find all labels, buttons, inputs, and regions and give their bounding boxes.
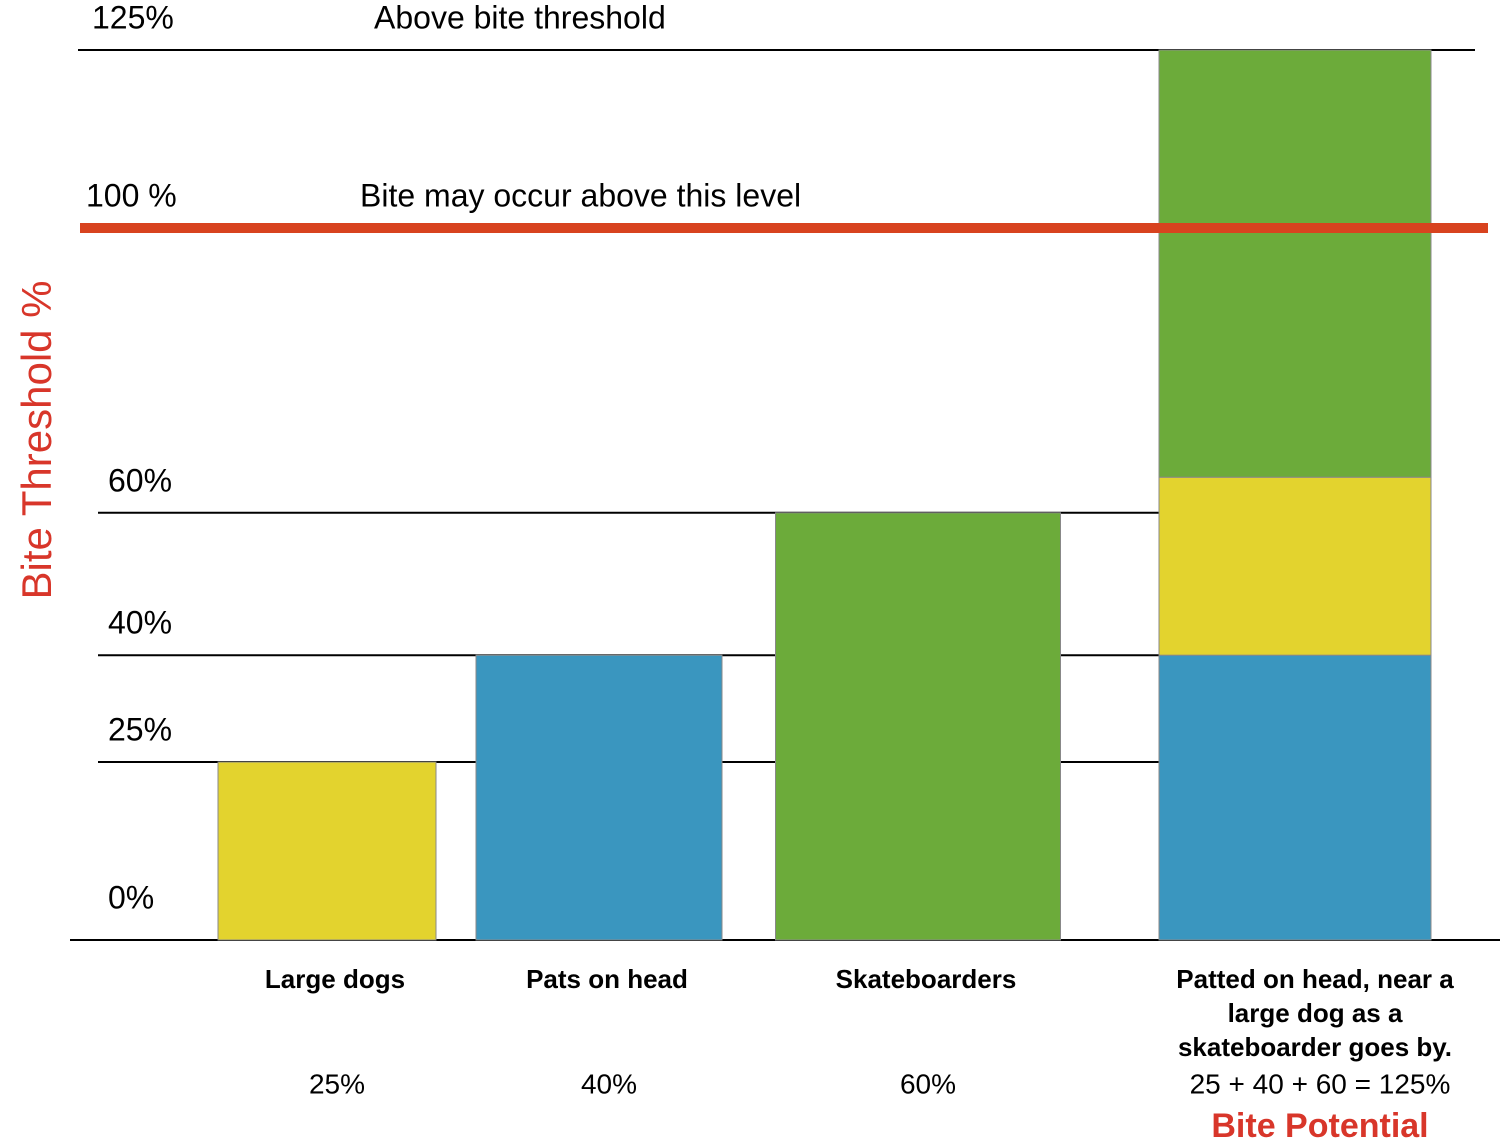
annotation: Bite may occur above this level	[360, 177, 801, 213]
y-tick-label: 25%	[108, 711, 172, 747]
x-tick-label: Large dogs	[205, 962, 465, 996]
bar-segment	[218, 762, 436, 940]
y-tick-label: 125%	[92, 0, 174, 35]
bar-segment	[1159, 655, 1431, 940]
annotation: Above bite threshold	[374, 0, 666, 35]
bar-segment	[776, 513, 1061, 940]
y-tick-label: 0%	[108, 879, 154, 915]
bar-segment	[1159, 477, 1431, 655]
value-label: 25%	[309, 1068, 365, 1099]
value-label: 25 + 40 + 60 = 125%	[1190, 1068, 1451, 1099]
x-tick-label: Pats on head	[477, 962, 737, 996]
bar-segment	[1159, 50, 1431, 477]
x-tick-label: Skateboarders	[796, 962, 1056, 996]
value-label: 40%	[581, 1068, 637, 1099]
y-axis-label: Bite Threshold %	[13, 280, 60, 599]
chart-page: Bite Threshold % 0% 25% 40% 60% 100 % 125% Abo…	[0, 0, 1502, 1146]
y-tick-label: 40%	[108, 605, 172, 641]
y-tick-label: 100 %	[86, 177, 177, 213]
bar-segment	[476, 655, 722, 940]
y-tick-label: 60%	[108, 462, 172, 498]
x-tick-label: Patted on head, near a large dog as a sk…	[1150, 962, 1480, 1064]
footnote: Bite Potential	[1211, 1107, 1428, 1145]
value-label: 60%	[900, 1068, 956, 1099]
